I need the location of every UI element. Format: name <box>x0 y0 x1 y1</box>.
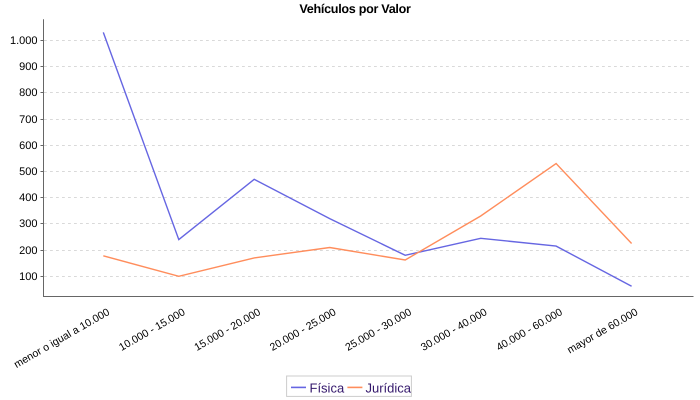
svg-text:1.000: 1.000 <box>10 35 38 47</box>
svg-text:400: 400 <box>19 192 37 204</box>
svg-text:300: 300 <box>19 218 37 230</box>
svg-text:200: 200 <box>19 245 37 257</box>
svg-text:900: 900 <box>19 61 37 73</box>
svg-text:Vehículos por Valor: Vehículos por Valor <box>299 2 411 16</box>
svg-text:Física: Física <box>310 381 345 396</box>
svg-text:800: 800 <box>19 87 37 99</box>
svg-text:600: 600 <box>19 140 37 152</box>
svg-text:700: 700 <box>19 114 37 126</box>
svg-text:100: 100 <box>19 271 37 283</box>
svg-text:500: 500 <box>19 166 37 178</box>
svg-text:Jurídica: Jurídica <box>366 381 412 396</box>
